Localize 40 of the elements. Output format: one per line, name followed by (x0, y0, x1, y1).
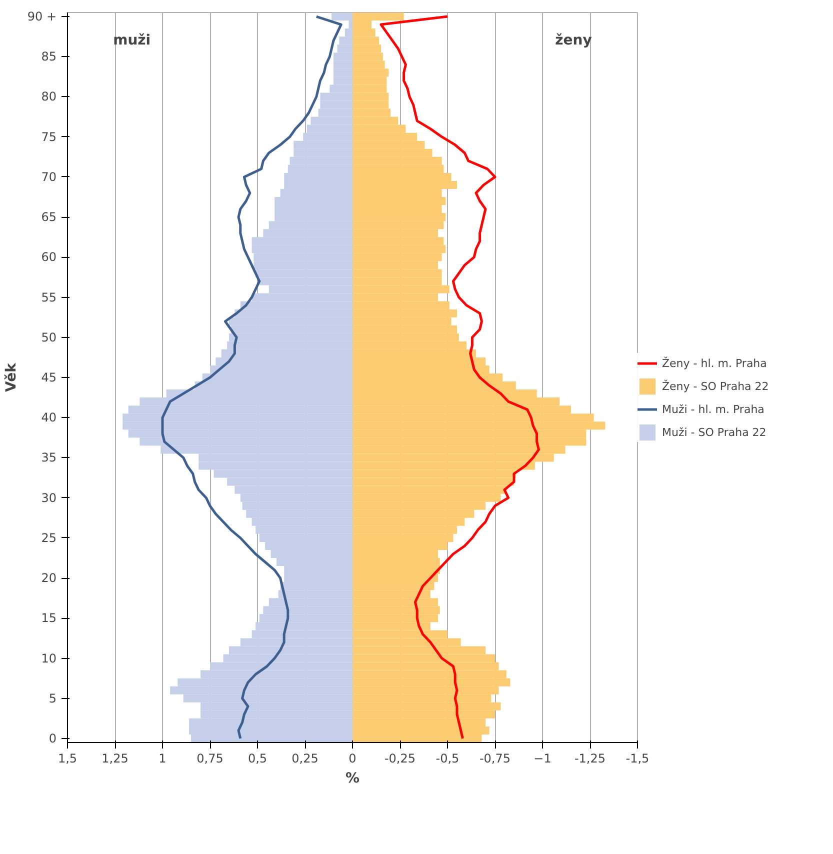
x-tick-label: 0 (348, 752, 356, 766)
x-tick-label: -1,25 (574, 752, 606, 766)
x-tick-label: 0,5 (248, 752, 268, 766)
y-tick-label: 30 (41, 490, 57, 505)
x-tick-label: 1,5 (58, 752, 78, 766)
x-axis-title: % (345, 770, 360, 786)
x-tick-label: 1,25 (102, 752, 128, 766)
legend-label: Ženy - SO Praha 22 (662, 380, 769, 392)
annotation: ženy (555, 32, 592, 49)
y-tick-label: 85 (41, 50, 57, 64)
legend-label: Muži - SO Praha 22 (662, 426, 766, 438)
y-tick-label: 40 (41, 410, 57, 425)
y-tick-label: 25 (41, 530, 57, 545)
y-tick-label: 45 (41, 370, 57, 384)
legend-label: Muži - hl. m. Praha (662, 402, 764, 416)
y-tick-label: 15 (41, 611, 57, 626)
x-tick-label: −1 (534, 752, 552, 766)
y-tick-label: 50 (41, 330, 57, 344)
y-tick-label: 0 (48, 731, 57, 746)
y-tick-label: 70 (41, 170, 57, 184)
y-tick-label: 20 (41, 571, 57, 586)
x-tick-label: 1 (158, 752, 166, 766)
y-axis-title: Věk (3, 362, 20, 392)
y-tick-label: 10 (41, 651, 57, 666)
y-tick-label: 75 (41, 130, 57, 144)
legend-label: Ženy - hl. m. Praha (662, 356, 767, 370)
x-tick-label: -1,5 (626, 752, 650, 766)
y-tick-label: 5 (48, 691, 57, 706)
y-tick-label: 80 (41, 90, 57, 104)
x-tick-label: -0,5 (436, 752, 460, 766)
x-tick-label: 0,25 (292, 752, 318, 766)
annotation: muži (113, 32, 151, 49)
x-tick-label: -0,25 (384, 752, 416, 766)
y-tick-label: 35 (41, 450, 57, 465)
x-tick-label: -0,75 (479, 752, 511, 766)
y-tick-label: 60 (41, 250, 57, 264)
y-tick-label: 90 + (27, 10, 56, 24)
y-tick-label: 55 (41, 290, 57, 304)
x-tick-label: 0,75 (196, 752, 224, 766)
y-tick-label: 65 (41, 210, 57, 224)
